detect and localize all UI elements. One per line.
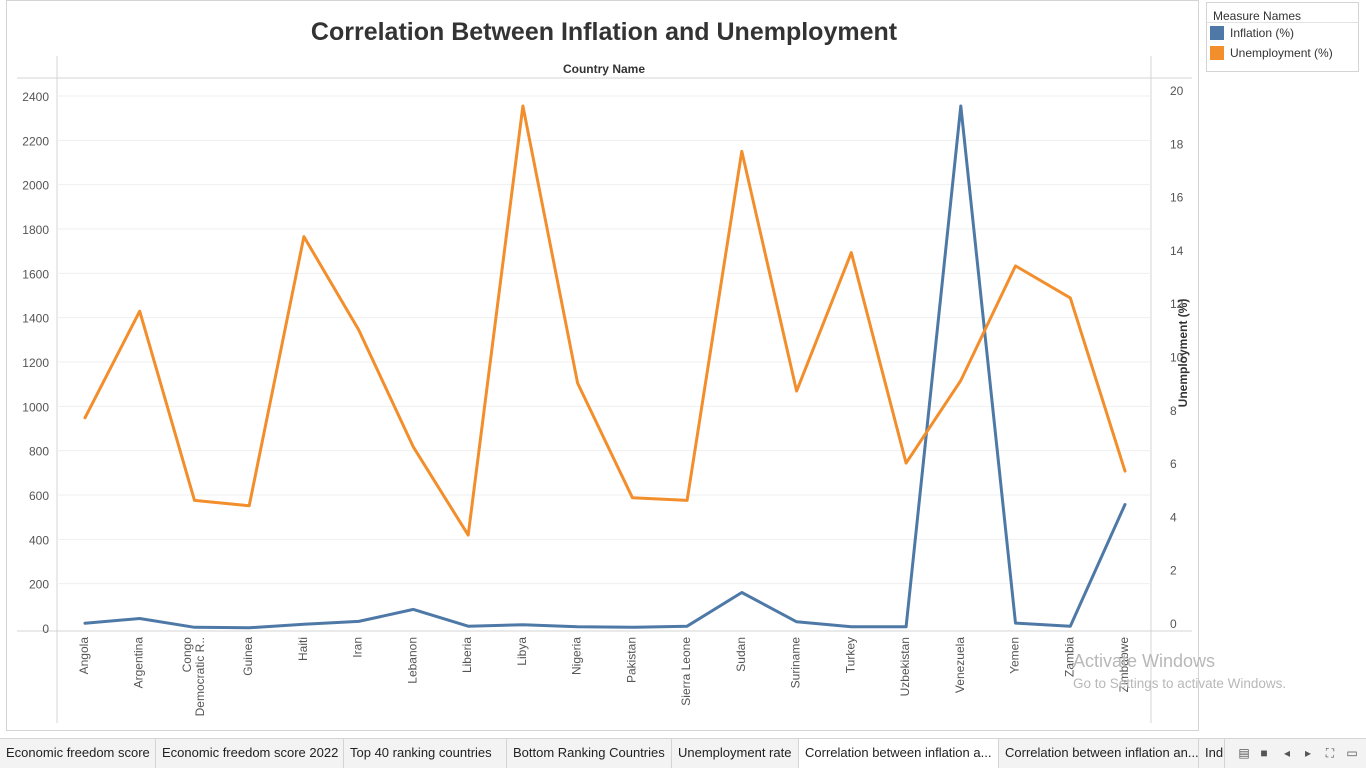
left-tick-label: 1200 [22,356,49,370]
x-tick-label: Argentina [132,637,146,689]
legend-title: Measure Names [1207,3,1358,23]
right-tick-label: 10 [1170,351,1184,365]
left-tick-label: 0 [42,622,49,636]
left-tick-label: 1800 [22,223,49,237]
left-tick-label: 2200 [22,134,49,148]
x-tick-label: Lebanon [405,637,419,684]
x-tick-label: Venezuela [953,637,967,693]
right-axis-title: Unemployment (%) [1176,299,1190,408]
x-tick-label: Suriname [789,637,803,689]
filmstrip-view-icon[interactable]: ▤ [1238,746,1250,760]
right-tick-label: 14 [1170,244,1184,258]
left-tick-label: 2000 [22,179,49,193]
legend: Measure Names Inflation (%) Unemployment… [1206,2,1359,72]
left-tick-label: 200 [29,578,49,592]
right-tick-label: 4 [1170,510,1177,524]
right-tick-label: 16 [1170,191,1184,205]
x-tick-label: Yemen [1008,637,1022,674]
column-header: Country Name [563,62,645,76]
previous-sheet-icon[interactable]: ◂ [1283,746,1291,760]
right-tick-label: 6 [1170,457,1177,471]
sheet-sorter-icon[interactable]: ■ [1260,746,1268,760]
legend-item-unemployment[interactable]: Unemployment (%) [1207,43,1358,63]
x-tick-label: Pakistan [624,637,638,683]
x-tick-label: Angola [77,637,91,675]
x-tick-label: Zambia [1062,637,1076,677]
x-tick-label: Libya [515,637,529,666]
watermark-title: Activate Windows [1073,651,1216,671]
legend-label-unemployment: Unemployment (%) [1230,46,1333,60]
x-tick-label: Iran [351,637,365,658]
x-tick-label: Zimbabwe [1117,637,1131,693]
x-tick-label: Sierra Leone [679,637,693,706]
left-tick-label: 1400 [22,312,49,326]
x-tick-label: Congo [180,637,194,673]
sheet-tab-bar: Economic freedom score Economic freedom … [0,738,1366,768]
line-chart: Correlation Between Inflation and Unempl… [17,18,1192,723]
left-tick-label: 800 [29,445,49,459]
right-tick-label: 18 [1170,137,1184,151]
left-tick-label: 600 [29,489,49,503]
next-sheet-icon[interactable]: ▸ [1304,746,1312,760]
unemployment-line [83,104,1127,537]
left-tick-label: 2400 [22,90,49,104]
legend-label-inflation: Inflation (%) [1230,26,1295,40]
tab-economic-freedom-score-2022[interactable]: Economic freedom score 2022 [156,739,344,768]
left-tick-label: 400 [29,533,49,547]
legend-swatch-inflation [1210,26,1224,40]
tab-bottom-ranking-countries[interactable]: Bottom Ranking Countries [507,739,672,768]
tab-economic-freedom-score[interactable]: Economic freedom score [0,739,156,768]
x-tick-label: Uzbekistan [898,637,912,696]
right-tick-label: 12 [1170,297,1184,311]
right-tick-label: 8 [1170,404,1177,418]
tab-unemployment-rate[interactable]: Unemployment rate [672,739,799,768]
x-tick-label: Liberia [460,637,474,673]
chart-area: Correlation Between Inflation and Unempl… [6,0,1199,731]
left-tick-label: 1600 [22,267,49,281]
x-tick-label: Guinea [241,637,255,676]
chart-title: Correlation Between Inflation and Unempl… [311,18,898,46]
activate-windows-watermark: Activate Windows Go to Settings to activ… [1073,651,1286,691]
x-tick-label: Turkey [843,637,857,673]
right-tick-label: 20 [1170,84,1184,98]
x-tick-label: Haiti [296,637,310,661]
x-tick-label: Nigeria [570,637,584,675]
x-tick-label: Sudan [734,637,748,672]
left-tick-label: 1000 [22,400,49,414]
tab-correlation-inflation-2[interactable]: Correlation between inflation an... [999,739,1199,768]
right-tick-label: 0 [1170,617,1177,631]
inflation-line [83,104,1127,630]
legend-swatch-unemployment [1210,46,1224,60]
presentation-mode-icon[interactable]: ▭ [1346,746,1358,760]
fullscreen-icon[interactable]: ⛶ [1325,746,1335,760]
tab-correlation-inflation-active[interactable]: Correlation between inflation a... [799,739,999,768]
x-tick-label: Democratic R.. [193,637,207,716]
watermark-subtitle: Go to Settings to activate Windows. [1073,676,1287,691]
legend-item-inflation[interactable]: Inflation (%) [1207,23,1358,43]
right-tick-label: 2 [1170,564,1177,578]
tab-top-40-ranking-countries[interactable]: Top 40 ranking countries [344,739,507,768]
tab-ind[interactable]: Ind [1199,739,1225,768]
